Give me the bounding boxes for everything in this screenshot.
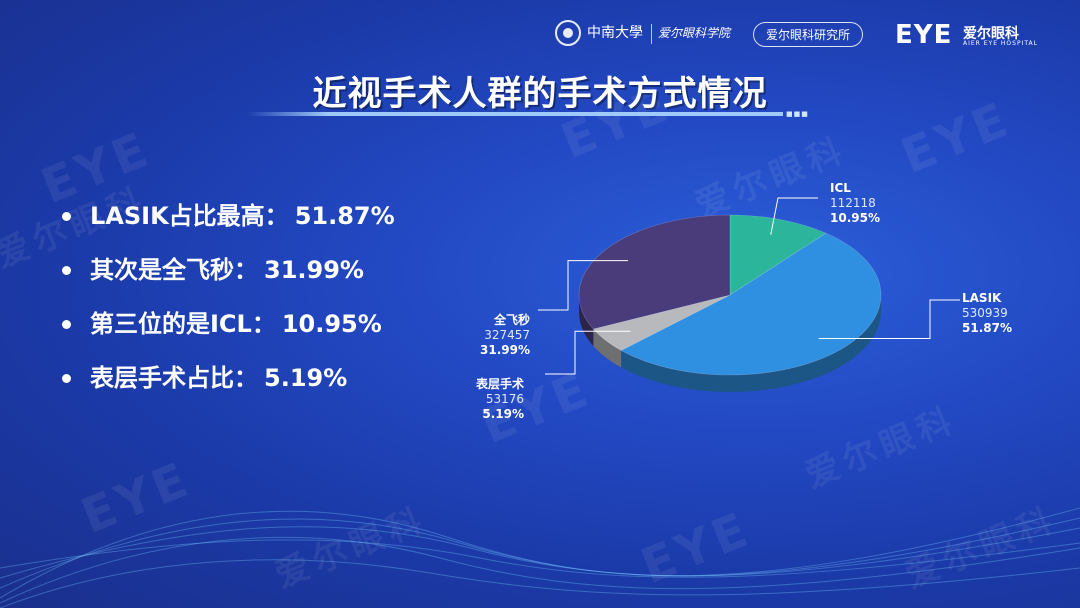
slice-value-全飞秒: 327457 bbox=[484, 328, 530, 342]
summary-percent: 31.99% bbox=[264, 256, 364, 284]
pie-slice-表层手术 bbox=[592, 294, 731, 351]
slice-label-LASIK: LASIK bbox=[962, 291, 1002, 305]
pie-slice-LASIK bbox=[620, 232, 882, 376]
summary-item: 表层手术占比： 5.19% bbox=[60, 360, 395, 414]
eye-logo: EYE bbox=[895, 20, 953, 50]
summary-text: LASIK占比最高： bbox=[90, 202, 289, 230]
institute-badge: 爱尔眼科研究所 bbox=[753, 22, 864, 47]
school-name: 爱尔眼科学院 bbox=[658, 26, 731, 40]
summary-percent: 51.87% bbox=[294, 202, 395, 230]
header-divider bbox=[651, 24, 652, 44]
slice-label-ICL: ICL bbox=[830, 181, 851, 195]
pie-slice-全飞秒 bbox=[578, 214, 731, 330]
slice-percent-全飞秒: 31.99% bbox=[480, 343, 530, 357]
callout-line-全飞秒 bbox=[538, 260, 629, 311]
summary-list: LASIK占比最高： 51.87% 其次是全飞秒： 31.99% 第三位的是ICL：… bbox=[60, 198, 395, 414]
callout-line-ICL bbox=[770, 197, 818, 235]
pie-side-全飞秒 bbox=[579, 295, 594, 347]
title-underline bbox=[248, 112, 783, 116]
aier-logo-subtext: AIER EYE HOSPITAL bbox=[963, 40, 1038, 47]
summary-item: 其次是全飞秒： 31.99% bbox=[60, 252, 395, 306]
pie-side-LASIK bbox=[621, 295, 881, 392]
slice-label-全飞秒: 全飞秒 bbox=[493, 312, 530, 327]
callout-line-表层手术 bbox=[545, 330, 631, 375]
pie-slice-ICL bbox=[729, 214, 827, 296]
page-title: 近视手术人群的手术方式情况 bbox=[312, 74, 768, 114]
decorative-waves bbox=[0, 507, 1080, 608]
summary-text: 表层手术占比： bbox=[90, 364, 258, 392]
title-dots: ■■■ bbox=[786, 110, 809, 118]
slice-percent-ICL: 10.95% bbox=[830, 211, 880, 225]
callout-line-LASIK bbox=[818, 299, 960, 339]
summary-item: LASIK占比最高： 51.87% bbox=[60, 198, 395, 252]
summary-item: 第三位的是ICL： 10.95% bbox=[60, 306, 395, 360]
summary-percent: 5.19% bbox=[264, 364, 348, 392]
header-logos: 中南大學 爱尔眼科学院 爱尔眼科研究所 EYE 爱尔眼科 AIER EYE HO… bbox=[555, 18, 1060, 52]
summary-percent: 10.95% bbox=[281, 310, 382, 338]
university-name: 中南大學 bbox=[587, 25, 643, 41]
slice-percent-表层手术: 5.19% bbox=[482, 407, 524, 421]
slice-value-ICL: 112118 bbox=[830, 196, 876, 210]
slice-value-表层手术: 53176 bbox=[486, 392, 524, 406]
summary-text: 其次是全飞秒： bbox=[90, 256, 258, 284]
university-emblem-icon bbox=[555, 20, 581, 46]
slice-percent-LASIK: 51.87% bbox=[962, 321, 1012, 335]
slice-value-LASIK: 530939 bbox=[962, 306, 1008, 320]
slice-label-表层手术: 表层手术 bbox=[475, 376, 524, 391]
pie-side-表层手术 bbox=[593, 329, 622, 368]
summary-text: 第三位的是ICL： bbox=[90, 310, 276, 338]
aier-logo-text: 爱尔眼科 bbox=[963, 26, 1019, 42]
